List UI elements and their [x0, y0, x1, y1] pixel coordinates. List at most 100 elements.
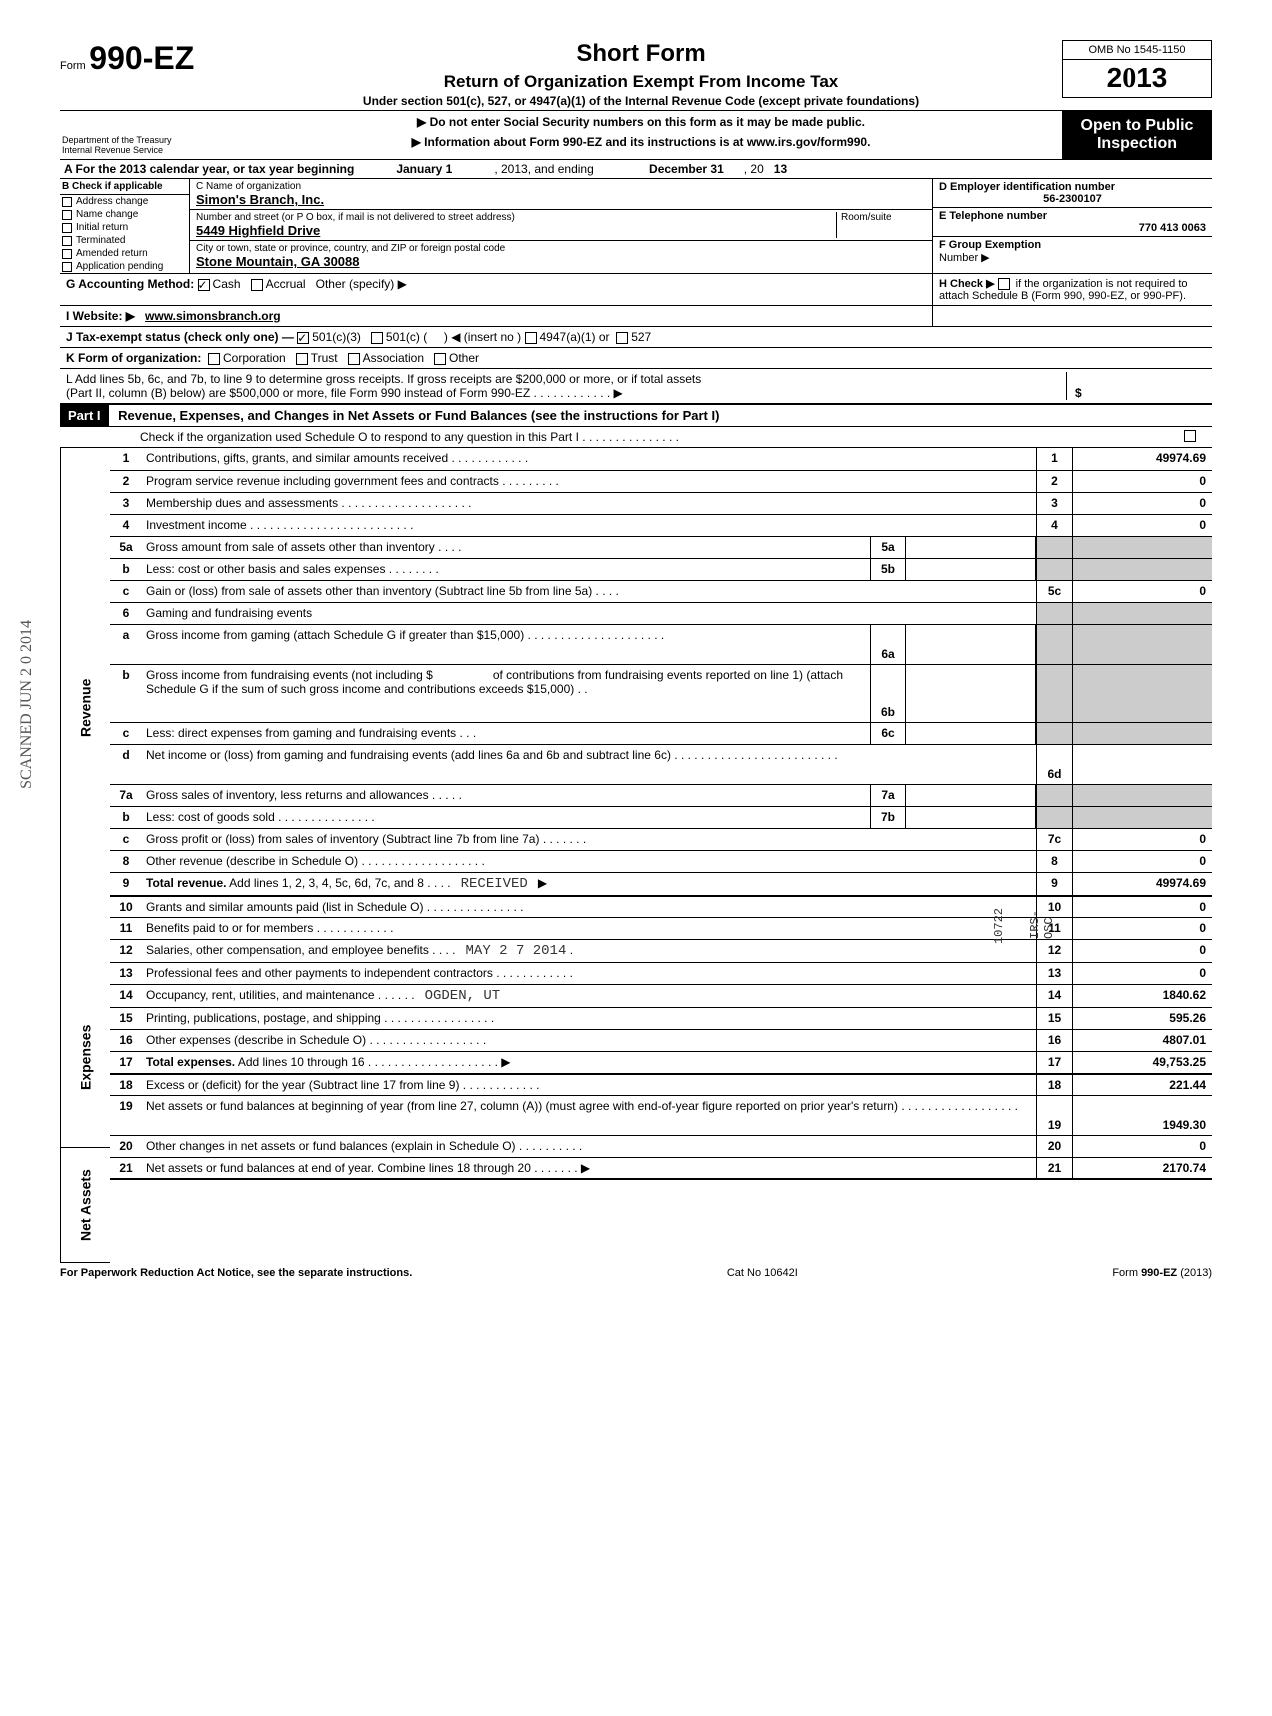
received-stamp: RECEIVED: [461, 876, 528, 892]
accrual-checkbox[interactable]: [251, 279, 263, 291]
gray-cell: [1072, 807, 1212, 828]
line-desc: Other expenses (describe in Schedule O): [146, 1033, 366, 1047]
part1-check-row: Check if the organization used Schedule …: [60, 427, 1212, 448]
corp-label: Corporation: [223, 351, 286, 365]
527-checkbox[interactable]: [616, 332, 628, 344]
line-7a: 7a Gross sales of inventory, less return…: [110, 784, 1212, 806]
corp-checkbox[interactable]: [208, 353, 220, 365]
line-desc: Membership dues and assessments: [146, 496, 338, 510]
line-rnum: 12: [1036, 940, 1072, 962]
501c3-checkbox[interactable]: [297, 332, 309, 344]
insert-no-label: ) ◀ (insert no ): [444, 330, 521, 344]
stamp-num: 10722: [992, 908, 1006, 944]
form-ref: Form 990-EZ (2013): [1112, 1267, 1212, 1279]
gray-cell: [1072, 723, 1212, 744]
line-desc: Other changes in net assets or fund bala…: [146, 1139, 516, 1153]
part1-grid: Revenue Expenses Net Assets 1 Contributi…: [60, 448, 1212, 1263]
line-1: 1 Contributions, gifts, grants, and simi…: [110, 448, 1212, 470]
schedule-o-checkbox[interactable]: [1184, 430, 1196, 442]
line-num: 4: [110, 515, 142, 536]
form-prefix: Form: [60, 60, 86, 72]
paperwork-notice: For Paperwork Reduction Act Notice, see …: [60, 1267, 412, 1279]
catalog-number: Cat No 10642I: [727, 1267, 798, 1279]
line-rnum: 6d: [1036, 745, 1072, 784]
part1-header: Part I Revenue, Expenses, and Changes in…: [60, 405, 1212, 427]
net-assets-label: Net Assets: [60, 1148, 110, 1263]
mid-amount: [906, 537, 1036, 558]
city-label: City or town, state or province, country…: [196, 243, 926, 254]
department-line1: Department of the Treasury: [62, 135, 218, 145]
line-rnum: 1: [1036, 448, 1072, 470]
amended-return-checkbox[interactable]: [62, 249, 72, 259]
terminated-checkbox[interactable]: [62, 236, 72, 246]
part1-title: Revenue, Expenses, and Changes in Net As…: [112, 405, 725, 426]
line-amount: 0: [1072, 581, 1212, 602]
gray-cell: [1036, 625, 1072, 664]
line-rnum: 15: [1036, 1008, 1072, 1029]
line-13: 13 Professional fees and other payments …: [110, 962, 1212, 984]
form-number: 990-EZ: [89, 40, 194, 76]
mid-num: 6c: [870, 723, 906, 744]
address-change-checkbox[interactable]: [62, 197, 72, 207]
line-9: 9 Total revenue. Add lines 1, 2, 3, 4, 5…: [110, 872, 1212, 895]
line-16: 16 Other expenses (describe in Schedule …: [110, 1029, 1212, 1051]
line-desc: Net income or (loss) from gaming and fun…: [146, 748, 671, 762]
501c-checkbox[interactable]: [371, 332, 383, 344]
room-label: Room/suite: [841, 212, 926, 223]
name-change-label: Name change: [76, 209, 138, 220]
line-amount: 0: [1072, 851, 1212, 872]
l-dollar: $: [1075, 386, 1082, 400]
line-6d: d Net income or (loss) from gaming and f…: [110, 744, 1212, 784]
application-pending-checkbox[interactable]: [62, 262, 72, 272]
gray-cell: [1036, 559, 1072, 580]
line-num: 16: [110, 1030, 142, 1051]
assoc-checkbox[interactable]: [348, 353, 360, 365]
501c3-label: 501(c)(3): [312, 330, 361, 344]
line-num: 13: [110, 963, 142, 984]
gray-cell: [1072, 603, 1212, 624]
section-g: G Accounting Method: Cash Accrual Other …: [60, 274, 932, 305]
line-num: 19: [110, 1096, 142, 1135]
cash-checkbox[interactable]: [198, 279, 210, 291]
line-11: 11 Benefits paid to or for members . . .…: [110, 917, 1212, 939]
trust-checkbox[interactable]: [296, 353, 308, 365]
section-b: B Check if applicable Address change Nam…: [60, 179, 190, 273]
trust-label: Trust: [311, 351, 338, 365]
line-rnum: 17: [1036, 1052, 1072, 1073]
line-desc: Excess or (deficit) for the year (Subtra…: [146, 1078, 459, 1092]
line-rnum: 2: [1036, 471, 1072, 492]
address-label: Number and street (or P O box, if mail i…: [196, 212, 836, 223]
line-amount: 1949.30: [1072, 1096, 1212, 1135]
accounting-method-label: G Accounting Method:: [66, 277, 194, 291]
schedule-b-checkbox[interactable]: [998, 278, 1010, 290]
gray-cell: [1036, 723, 1072, 744]
line-amount: 595.26: [1072, 1008, 1212, 1029]
line-amount: [1072, 745, 1212, 784]
line-rnum: 5c: [1036, 581, 1072, 602]
ssn-notice: ▶ Do not enter Social Security numbers o…: [224, 115, 1058, 129]
line-7b: b Less: cost of goods sold . . . . . . .…: [110, 806, 1212, 828]
initial-return-checkbox[interactable]: [62, 223, 72, 233]
section-b-header: B Check if applicable: [60, 179, 189, 195]
line-num: 20: [110, 1136, 142, 1157]
line-rnum: 16: [1036, 1030, 1072, 1051]
gray-cell: [1036, 537, 1072, 558]
other-org-checkbox[interactable]: [434, 353, 446, 365]
line-amount: 0: [1072, 515, 1212, 536]
initial-return-label: Initial return: [76, 222, 128, 233]
omb-number: OMB No 1545-1150: [1062, 40, 1212, 60]
line-21: 21 Net assets or fund balances at end of…: [110, 1157, 1212, 1180]
gray-cell: [1072, 559, 1212, 580]
line-6c: c Less: direct expenses from gaming and …: [110, 722, 1212, 744]
website-label: I Website: ▶: [66, 309, 135, 323]
mid-num: 6a: [870, 625, 906, 664]
org-name: Simon's Branch, Inc.: [196, 192, 926, 207]
501c-label: 501(c) (: [386, 330, 427, 344]
city: Stone Mountain, GA 30088: [196, 254, 926, 269]
under-section: Under section 501(c), 527, or 4947(a)(1)…: [220, 94, 1062, 108]
line-num: 1: [110, 448, 142, 470]
line-amount: 1840.62: [1072, 985, 1212, 1007]
name-change-checkbox[interactable]: [62, 210, 72, 220]
4947-checkbox[interactable]: [525, 332, 537, 344]
line-desc: Less: cost or other basis and sales expe…: [146, 562, 385, 576]
